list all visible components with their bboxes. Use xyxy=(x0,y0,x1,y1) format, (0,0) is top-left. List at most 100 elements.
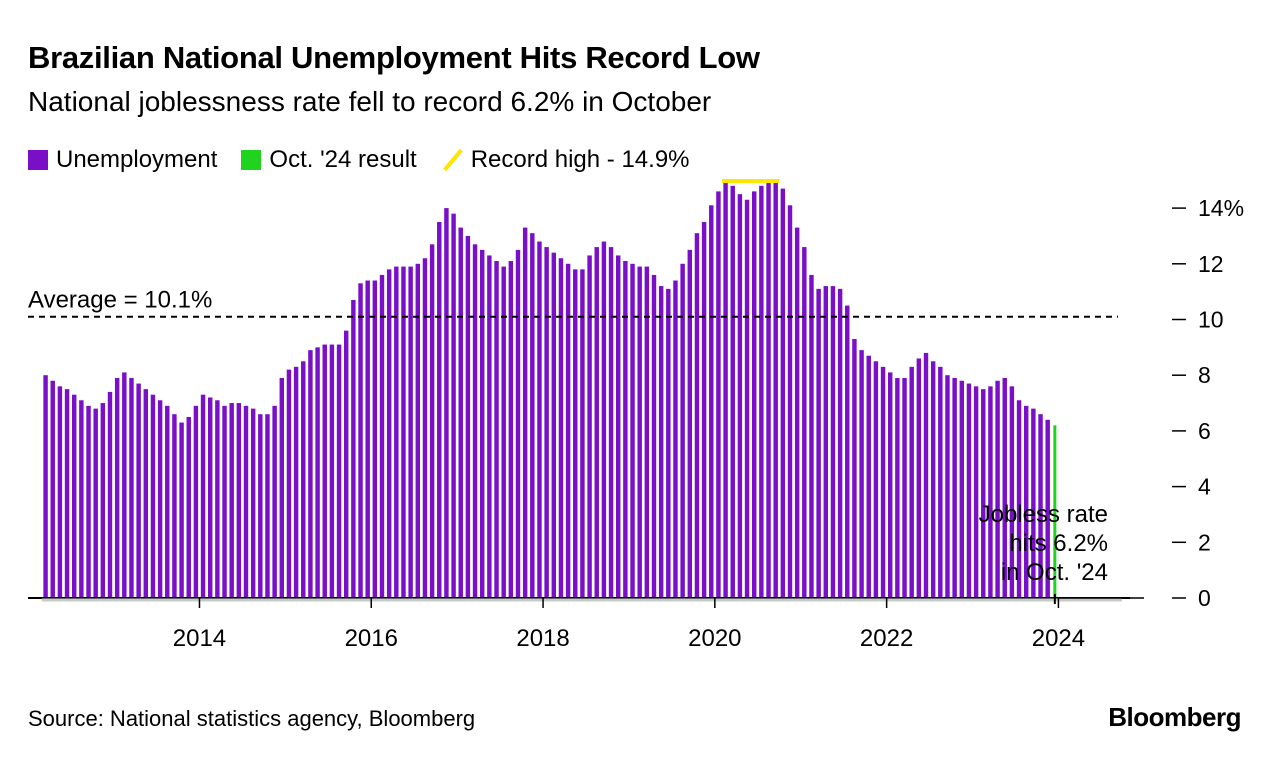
bar-unemployment xyxy=(909,366,914,598)
bar-unemployment xyxy=(794,227,800,598)
bar-unemployment xyxy=(716,191,721,598)
bar-unemployment xyxy=(308,350,313,598)
bar-unemployment xyxy=(200,394,206,598)
bar-unemployment xyxy=(902,377,907,598)
bar-unemployment xyxy=(365,280,370,598)
bar-unemployment xyxy=(737,194,743,599)
brand-logo: Bloomberg xyxy=(1108,702,1241,732)
bar-unemployment xyxy=(386,269,392,598)
bar-unemployment xyxy=(64,389,70,599)
y-tick-label: 6 xyxy=(1198,418,1211,444)
bar-unemployment xyxy=(995,380,1000,598)
bar-unemployment xyxy=(472,244,478,598)
average-label: Average = 10.1% xyxy=(28,287,212,314)
bar-unemployment xyxy=(802,247,807,598)
bar-unemployment xyxy=(666,288,671,598)
bar-unemployment xyxy=(207,397,213,598)
bar-unemployment xyxy=(816,288,821,598)
x-tick-label: 2022 xyxy=(860,625,913,652)
bar-unemployment xyxy=(1031,408,1036,598)
bar-unemployment xyxy=(966,383,972,598)
bar-unemployment xyxy=(437,222,442,598)
annotation-jobless-rate: Jobless rate hits 6.2% in Oct. '24 xyxy=(979,501,1108,586)
bar-unemployment xyxy=(830,286,836,598)
bar-unemployment xyxy=(444,208,449,598)
bar-unemployment xyxy=(923,352,929,598)
bar-unemployment xyxy=(43,375,48,598)
bar-unemployment xyxy=(608,247,614,598)
bar-unemployment xyxy=(866,355,871,598)
bar-unemployment xyxy=(637,266,642,598)
bar-unemployment xyxy=(845,305,850,598)
bar-unemployment xyxy=(494,261,499,598)
bar-unemployment xyxy=(658,286,664,598)
bar-unemployment xyxy=(143,389,149,599)
bar-unemployment xyxy=(709,205,714,598)
bar-unemployment xyxy=(301,361,306,598)
bar-unemployment xyxy=(580,269,585,598)
bar-unemployment xyxy=(315,347,320,598)
y-tick-label: 2 xyxy=(1198,529,1211,555)
y-tick-label: 14% xyxy=(1198,195,1244,221)
bar-unemployment xyxy=(723,183,728,598)
bar-unemployment xyxy=(93,408,98,598)
bar-unemployment xyxy=(515,249,521,599)
bar-unemployment xyxy=(286,369,292,598)
bar-unemployment xyxy=(293,366,299,598)
chart-title: Brazilian National Unemployment Hits Rec… xyxy=(28,40,760,75)
bar-unemployment xyxy=(938,366,943,598)
bar-unemployment xyxy=(880,366,886,598)
bar-unemployment xyxy=(873,361,879,598)
x-tick-label: 2018 xyxy=(516,625,569,652)
bar-unemployment xyxy=(959,380,965,598)
bar-unemployment xyxy=(981,389,986,599)
legend-label-record-high: Record high - 14.9% xyxy=(470,146,690,173)
x-tick-label: 2020 xyxy=(688,625,741,652)
bar-unemployment xyxy=(887,372,893,598)
bar-unemployment xyxy=(458,227,463,598)
bar-unemployment xyxy=(50,380,55,598)
bar-unemployment xyxy=(179,422,184,598)
x-tick-label: 2016 xyxy=(345,625,398,652)
bar-unemployment xyxy=(372,280,378,598)
legend: Unemployment Oct. '24 result Record high… xyxy=(28,146,714,174)
bar-unemployment xyxy=(422,258,428,598)
bar-unemployment xyxy=(630,263,635,598)
bar-unemployment xyxy=(1016,400,1022,598)
bar-unemployment xyxy=(988,386,993,598)
bar-unemployment xyxy=(236,403,242,598)
bar-unemployment xyxy=(930,361,936,598)
bar-unemployment xyxy=(394,266,399,598)
bar-unemployment xyxy=(451,213,456,599)
bar-unemployment xyxy=(522,227,528,598)
bar-unemployment xyxy=(322,344,327,598)
bar-unemployment xyxy=(730,185,735,598)
bar-unemployment xyxy=(86,405,91,598)
bar-unemployment xyxy=(136,383,141,598)
bar-unemployment xyxy=(594,247,599,598)
bar-unemployment xyxy=(1002,377,1007,598)
bar-unemployment xyxy=(258,414,263,598)
bar-unemployment xyxy=(615,255,621,598)
y-tick-label: 10 xyxy=(1198,307,1224,333)
bar-unemployment xyxy=(57,386,63,598)
bar-unemployment xyxy=(343,330,349,598)
source-note: Source: National statistics agency, Bloo… xyxy=(28,706,476,731)
legend-item-record-high: Record high - 14.9% xyxy=(441,146,690,174)
bar-unemployment xyxy=(336,344,342,598)
bar-unemployment xyxy=(165,405,170,598)
bar-unemployment xyxy=(1023,405,1029,598)
bar-unemployment xyxy=(787,205,793,598)
bar-unemployment xyxy=(479,249,485,599)
bar-unemployment xyxy=(623,261,628,598)
y-tick-label: 0 xyxy=(1198,585,1211,611)
bar-unemployment xyxy=(651,274,657,598)
bar-unemployment xyxy=(487,255,492,598)
chart-subtitle: National joblessness rate fell to record… xyxy=(28,86,712,117)
bar-unemployment xyxy=(379,274,385,598)
bar-unemployment xyxy=(157,400,163,598)
bar-unemployment xyxy=(107,391,113,598)
bar-unemployment xyxy=(279,377,285,598)
bar-unemployment xyxy=(186,416,191,598)
